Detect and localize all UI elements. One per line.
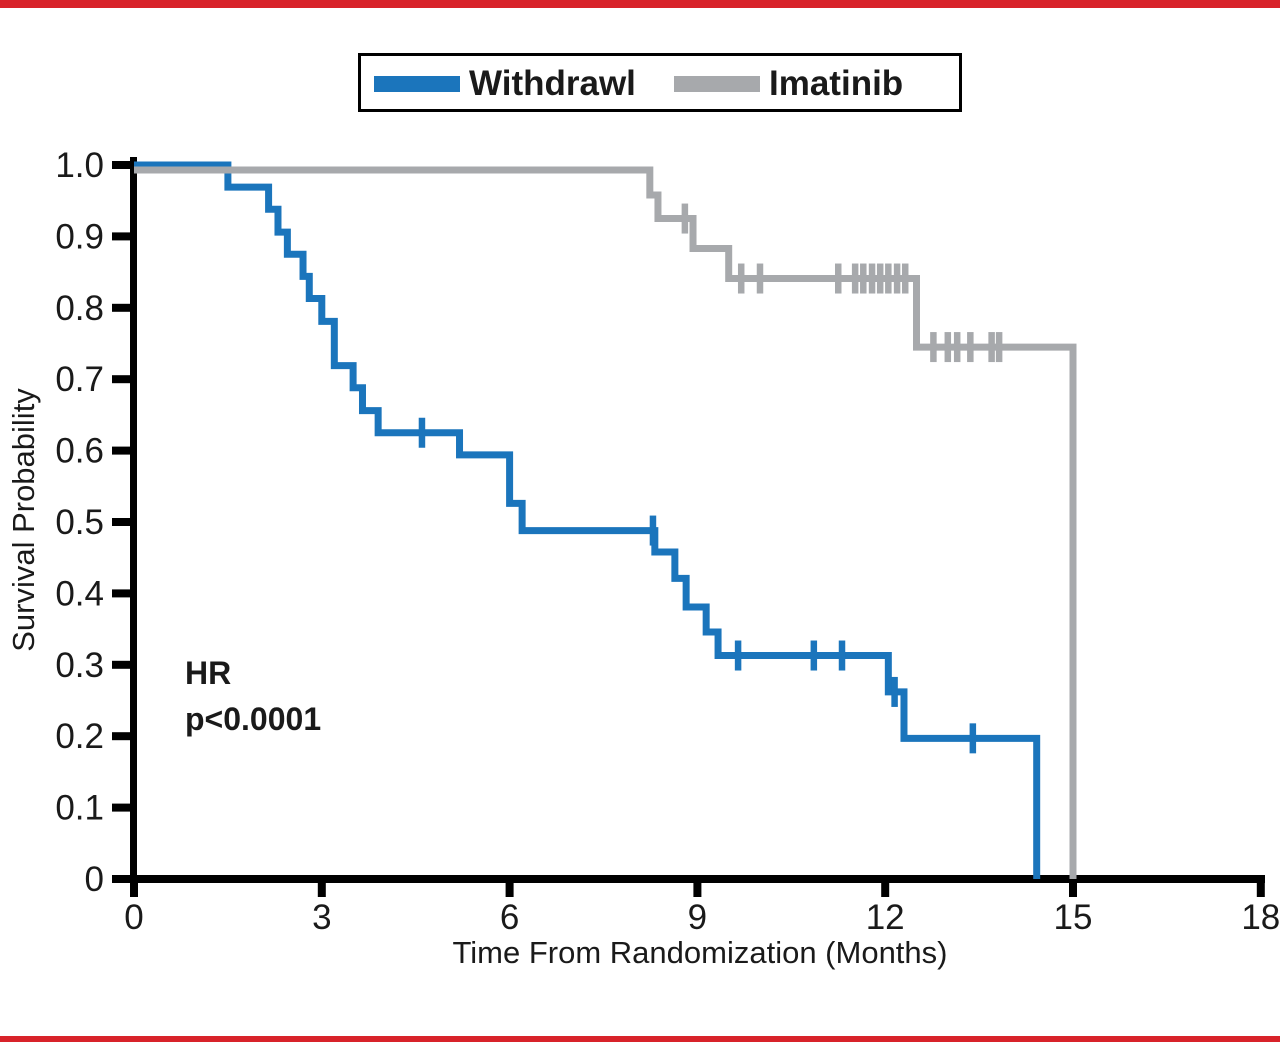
axes: 1.0 0.9 0.8 0.7 0.6 0.5 0.4 0.3 0.2 0.1 00 3 6 9 12 15 1…	[55, 146, 1280, 937]
imatinib-legend-label: Imatinib	[769, 64, 904, 103]
x-tick	[881, 879, 890, 897]
y-tick	[112, 232, 133, 241]
x-tick-label: 15	[1054, 898, 1093, 937]
bottom-red-rule	[0, 1036, 1280, 1042]
y-tick-label: 0.9	[55, 217, 104, 256]
y-tick-label: 0.1	[55, 789, 104, 828]
x-axis-title: Time From Randomization (Months)	[453, 935, 948, 970]
x-tick-label: 3	[312, 898, 331, 937]
y-tick	[112, 446, 133, 455]
hr-annotation-line2: p<0.0001	[185, 701, 322, 737]
y-tick	[112, 375, 133, 384]
y-tick	[112, 589, 133, 598]
x-tick-label: 6	[500, 898, 519, 937]
y-tick-label: 0.5	[55, 503, 104, 542]
y-tick-label: 0.7	[55, 360, 104, 399]
legend: Withdrawl Imatinib	[358, 53, 962, 112]
y-tick-label: 0.6	[55, 432, 104, 471]
y-tick-label: 0.8	[55, 289, 104, 328]
hr-annotation: HR p<0.0001	[185, 650, 321, 742]
y-tick	[112, 803, 133, 812]
y-tick	[112, 732, 133, 741]
x-tick	[505, 879, 514, 897]
y-axis-title: Survival Probability	[6, 388, 41, 652]
x-tick-label: 0	[124, 898, 143, 937]
y-tick	[112, 518, 133, 526]
y-tick-label: 0	[85, 860, 104, 899]
y-tick-label: 0.3	[55, 646, 104, 685]
x-tick-label: 12	[866, 898, 905, 937]
x-tick-label: 9	[688, 898, 707, 937]
x-tick	[317, 879, 326, 897]
top-red-rule	[0, 0, 1280, 8]
y-tick-label: 0.2	[55, 717, 104, 756]
x-tick	[693, 879, 702, 897]
y-tick	[112, 875, 133, 883]
y-tick	[112, 303, 133, 312]
imatinib-color-swatch	[674, 76, 760, 92]
series-layer	[134, 161, 1077, 879]
withdrawal-legend-label: Withdrawl	[469, 64, 636, 103]
km-curve-imatinib	[134, 166, 1077, 879]
hr-annotation-line1: HR	[185, 655, 232, 691]
x-tick	[1069, 879, 1077, 897]
y-axis-line	[130, 157, 137, 896]
x-tick	[130, 879, 138, 897]
withdrawal-color-swatch	[374, 76, 460, 92]
x-tick-label: 18	[1241, 898, 1280, 937]
y-tick	[112, 161, 133, 169]
km-curve-withdrawl	[134, 161, 1041, 879]
y-tick-label: 0.4	[55, 574, 104, 613]
y-tick	[112, 660, 133, 669]
y-tick-label: 1.0	[55, 146, 104, 185]
x-tick	[1256, 879, 1265, 897]
